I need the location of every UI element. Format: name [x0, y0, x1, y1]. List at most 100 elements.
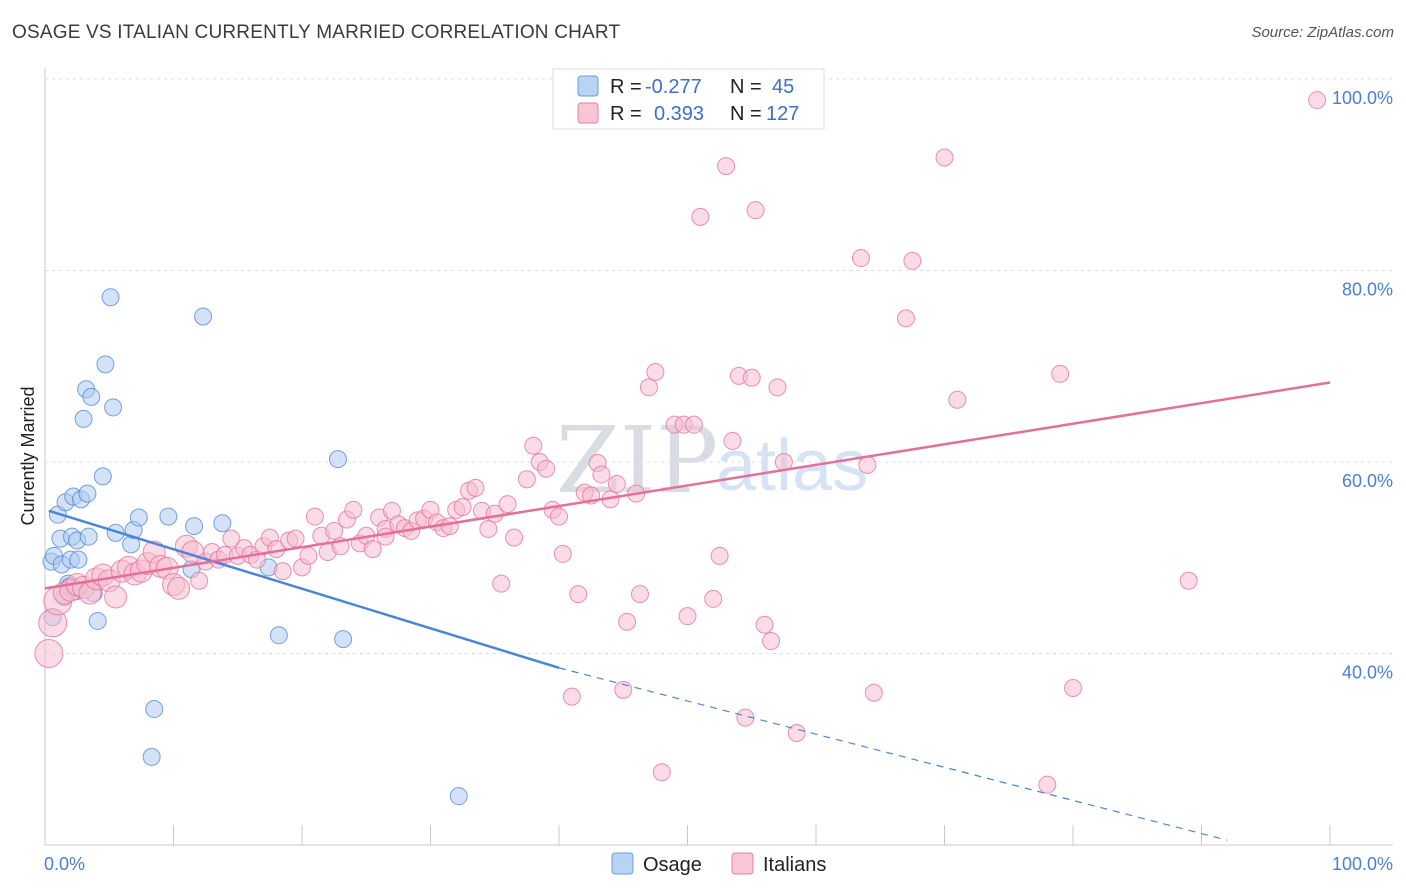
italians-point-42	[305, 507, 324, 526]
legend-italians-label: Italians	[763, 854, 826, 876]
italians-point-71	[492, 574, 511, 593]
osage-point-21	[88, 611, 107, 630]
italians-point-102	[710, 546, 729, 565]
italians-point-29	[222, 529, 241, 548]
osage-point-35	[194, 307, 213, 326]
x-tick-label-max: 100.0%	[1332, 854, 1393, 874]
italians-point-117	[896, 309, 915, 328]
watermark-atlas: atlas	[716, 426, 868, 506]
osage-swatch-icon	[577, 75, 599, 97]
italians-point-121	[1051, 364, 1070, 383]
osage-point-31	[145, 700, 164, 719]
italians-point-124	[1179, 571, 1198, 590]
italians-point-108	[746, 201, 765, 220]
legend-n-label-italians: N =	[730, 103, 762, 125]
italians-point-110	[762, 632, 781, 651]
italians-point-94	[646, 362, 665, 381]
italians-point-51	[363, 540, 382, 559]
italians-point-99	[678, 607, 697, 626]
osage-point-38	[269, 626, 288, 645]
italians-point-93	[639, 378, 658, 397]
x-tick-label-min: 0.0%	[44, 854, 85, 874]
italians-point-125	[1308, 91, 1327, 110]
italians-point-115	[858, 455, 877, 474]
italians-point-82	[569, 585, 588, 604]
italians-point-86	[592, 465, 611, 484]
italians-point-73	[505, 528, 524, 547]
italians-point-113	[787, 723, 806, 742]
italians-point-11	[104, 585, 128, 609]
osage-point-24	[101, 288, 120, 307]
legend-n-value-italians: 127	[766, 103, 799, 125]
osage-trend-extension	[558, 667, 1228, 841]
series-legend: Osage Italians	[611, 852, 826, 876]
italians-point-114	[851, 249, 870, 268]
italians-point-41	[299, 546, 318, 565]
y-axis-label: Currently Married	[18, 386, 38, 525]
italians-point-126	[376, 527, 395, 546]
italians-point-77	[537, 459, 556, 478]
italians-point-95	[652, 763, 671, 782]
legend-osage-label: Osage	[643, 854, 702, 876]
italians-point-111	[768, 378, 787, 397]
italians-point-45	[325, 521, 344, 540]
osage-legend-icon	[611, 852, 634, 875]
italians-point-72	[498, 495, 517, 514]
osage-point-25	[104, 398, 123, 417]
italians-trend-line	[44, 381, 1331, 590]
legend-r-value-italians: 0.393	[654, 103, 704, 125]
osage-point-23	[96, 355, 115, 374]
osage-point-15	[74, 409, 93, 428]
italians-point-24	[190, 571, 209, 590]
osage-point-13	[69, 550, 88, 569]
italians-swatch-icon	[577, 102, 599, 124]
italians-point-103	[717, 157, 736, 176]
y-tick-label-40: 40.0%	[1342, 663, 1393, 683]
osage-point-41	[449, 787, 468, 806]
italians-point-107	[742, 368, 761, 387]
italians-point-119	[948, 390, 967, 409]
italians-point-104	[723, 431, 742, 450]
legend-n-label-osage: N =	[730, 76, 762, 98]
italians-point-123	[1038, 775, 1057, 794]
osage-point-40	[334, 630, 353, 649]
italians-point-109	[755, 615, 774, 634]
italians-point-21	[167, 576, 191, 600]
italians-point-92	[630, 585, 649, 604]
stats-legend: R = -0.277 N = 45 R = 0.393 N = 127	[552, 68, 825, 130]
italians-point-63	[440, 517, 459, 536]
osage-point-17	[78, 484, 97, 503]
italians-point-116	[864, 683, 883, 702]
legend-r-value-osage: -0.277	[645, 76, 702, 98]
italians-legend-icon	[731, 852, 754, 875]
osage-point-32	[159, 507, 178, 526]
italians-point-80	[553, 544, 572, 563]
italians-point-88	[607, 475, 626, 494]
osage-trend-line	[48, 509, 560, 670]
legend-r-label-osage: R =	[610, 76, 642, 98]
italians-point-0	[34, 639, 64, 668]
osage-point-19	[82, 387, 101, 406]
y-tick-label-80: 80.0%	[1342, 280, 1393, 300]
osage-point-22	[93, 467, 112, 486]
italians-point-74	[517, 470, 536, 489]
italians-point-48	[344, 500, 363, 519]
osage-point-18	[79, 527, 98, 546]
italians-point-75	[524, 436, 543, 455]
italians-point-69	[479, 520, 498, 539]
y-tick-labels: 40.0% 60.0% 80.0% 100.0%	[1332, 88, 1393, 683]
y-tick-label-100: 100.0%	[1332, 88, 1393, 108]
italians-point-81	[562, 687, 581, 706]
italians-point-37	[273, 562, 292, 581]
trend-lines	[44, 381, 1331, 841]
chart-title: OSAGE VS ITALIAN CURRENTLY MARRIED CORRE…	[12, 22, 621, 43]
italians-point-67	[466, 478, 485, 497]
italians-point-118	[903, 251, 922, 270]
osage-point-36	[213, 514, 232, 533]
x-ticks	[173, 825, 1331, 845]
italians-point-79	[550, 507, 568, 526]
italians-point-39	[286, 529, 305, 548]
osage-point-29	[129, 508, 148, 527]
italians-point-90	[618, 612, 637, 631]
